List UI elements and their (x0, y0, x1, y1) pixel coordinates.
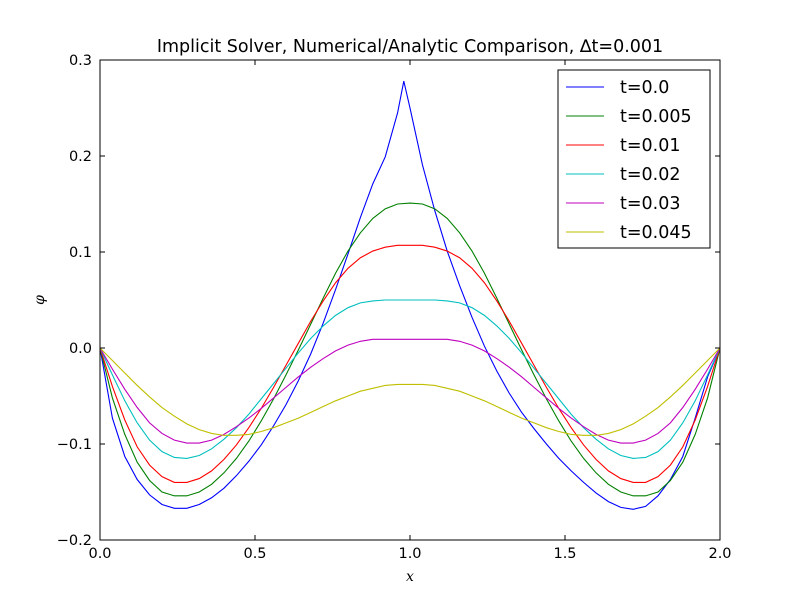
legend-entry-4: t=0.03 (620, 194, 681, 214)
series-line-3 (99, 299, 721, 459)
y-tick-label: −0.1 (57, 437, 92, 453)
y-tick-label: 0.1 (69, 245, 92, 261)
x-tick-label: 0.0 (88, 546, 111, 562)
legend-entry-1: t=0.005 (620, 107, 692, 127)
series-line-0 (99, 80, 721, 510)
series-line-4 (99, 338, 721, 444)
series-line-1 (99, 202, 721, 497)
y-tick-label: 0.2 (69, 149, 92, 165)
x-axis-label: x (406, 569, 414, 585)
y-axis-label: φ (32, 295, 48, 305)
x-tick-label: 1.5 (553, 546, 576, 562)
legend-entry-3: t=0.02 (620, 165, 681, 185)
chart-title: Implicit Solver, Numerical/Analytic Comp… (157, 37, 663, 57)
y-tick-label: 0.0 (69, 341, 92, 357)
legend-box (557, 69, 711, 249)
legend-entry-0: t=0.0 (620, 78, 669, 98)
legend-entry-5: t=0.045 (620, 223, 692, 243)
plot-area-frame (99, 59, 721, 541)
y-tick-label: 0.3 (69, 53, 92, 69)
y-tick-label: −0.2 (57, 533, 92, 549)
axis-ticks: 0.0 0.5 1.0 1.5 2.0 −0.2 −0.1 0.0 0.1 0.2 0.3 (57, 53, 732, 562)
x-tick-label: 2.0 (708, 546, 731, 562)
legend: t=0.0 t=0.005 t=0.01 t=0.02 t=0.03 t=0.045 (557, 69, 711, 249)
series-line-2 (99, 244, 721, 483)
x-tick-label: 1.0 (398, 546, 421, 562)
series-lines (99, 80, 721, 510)
series-line-5 (99, 347, 721, 436)
x-tick-label: 0.5 (243, 546, 266, 562)
legend-entry-2: t=0.01 (620, 136, 681, 156)
